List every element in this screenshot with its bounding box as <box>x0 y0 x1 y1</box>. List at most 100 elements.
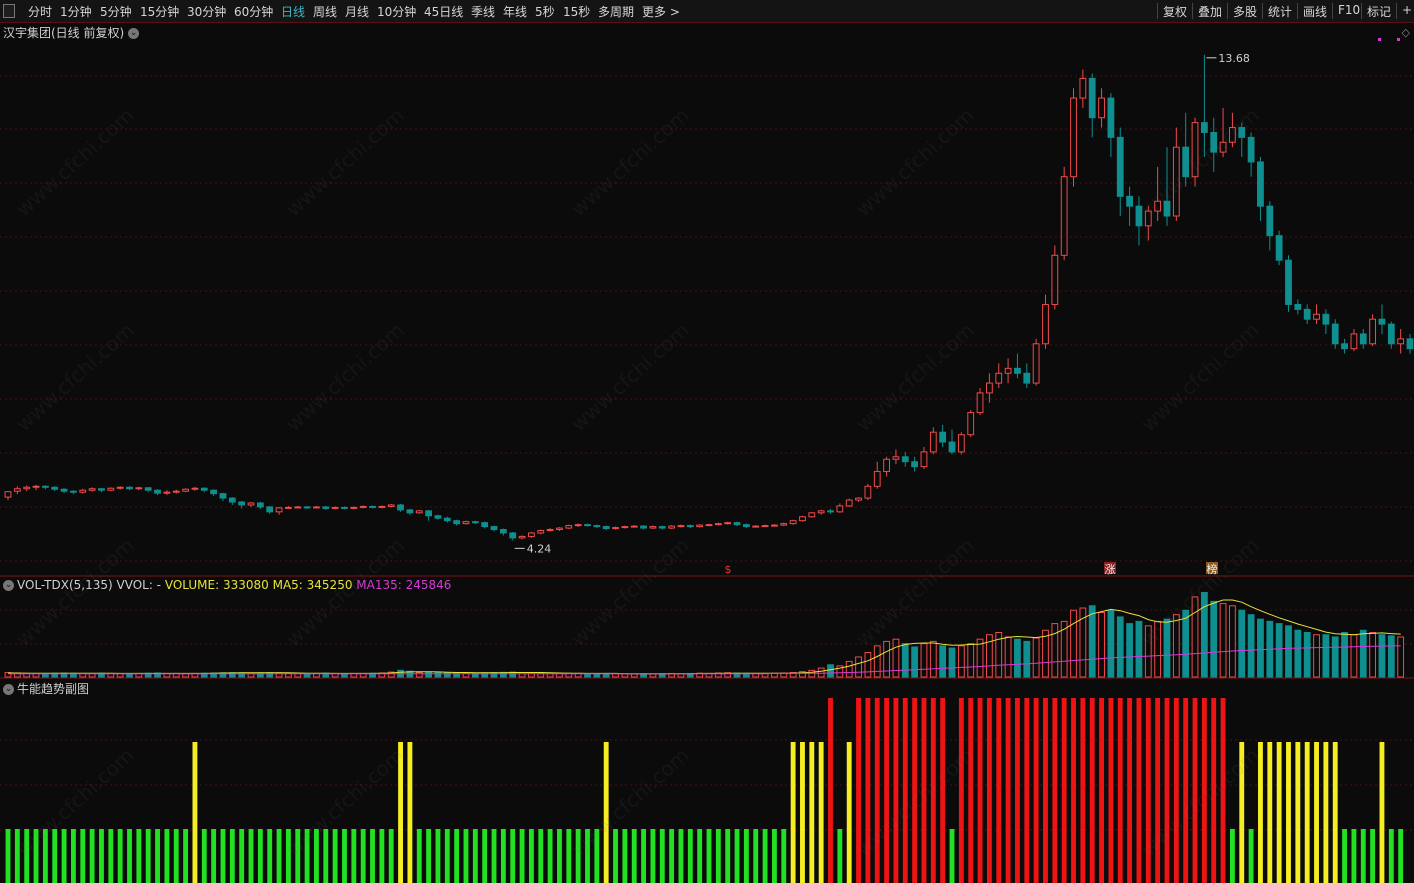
candle-body <box>378 505 386 508</box>
tool-button-6[interactable]: 标记 <box>1367 5 1392 19</box>
panel-toggle-button[interactable] <box>3 4 15 18</box>
trend-bar <box>641 829 647 883</box>
chevron-down-icon[interactable]: ⌄ <box>128 28 140 39</box>
candle-body <box>920 451 928 468</box>
trend-bar <box>454 829 460 883</box>
volume-bar <box>1350 634 1358 678</box>
period-tab-9[interactable]: 10分钟 <box>377 5 417 19</box>
period-tab-10[interactable]: 45日线 <box>424 5 464 19</box>
candle-body <box>191 487 199 490</box>
volume-bar <box>649 673 657 678</box>
candle-body <box>341 506 348 509</box>
candle-body <box>1322 313 1330 325</box>
trend-bar <box>1379 742 1385 883</box>
trend-bar <box>285 829 291 883</box>
tool-separator <box>1157 3 1158 19</box>
candle-body <box>668 525 676 529</box>
trend-bar <box>24 829 30 883</box>
trend-bar <box>416 829 422 883</box>
period-tab-0[interactable]: 分时 <box>28 5 53 19</box>
trend-bar <box>61 829 67 883</box>
trend-bar <box>669 829 675 883</box>
chevron-down-icon[interactable]: ⌄ <box>3 684 14 695</box>
trend-bar <box>856 698 861 883</box>
period-tab-12[interactable]: 年线 <box>503 5 528 19</box>
candle-body <box>350 506 358 509</box>
trend-bar <box>239 829 245 883</box>
candle-body <box>1060 176 1068 256</box>
trend-bar <box>538 829 544 883</box>
trend-bar <box>1024 698 1030 883</box>
tool-button-3[interactable]: 统计 <box>1268 5 1293 19</box>
trend-bar <box>99 829 104 883</box>
candle-body <box>509 532 517 539</box>
candle-body <box>247 502 255 506</box>
candle-body <box>584 524 591 527</box>
trend-bar <box>500 829 506 883</box>
candle-body <box>1369 318 1377 345</box>
candle-body <box>107 487 115 491</box>
volume-bar <box>836 665 844 678</box>
trend-bar <box>1183 698 1189 883</box>
trend-bar <box>211 829 217 883</box>
trend-bar <box>342 829 347 883</box>
trend-bar <box>800 742 805 883</box>
tool-button-2[interactable]: 多股 <box>1233 5 1258 19</box>
trend-bar <box>753 829 759 883</box>
volume-bar <box>948 647 956 678</box>
period-tab-6[interactable]: 日线 <box>281 5 306 19</box>
period-tab-11[interactable]: 季线 <box>471 5 496 19</box>
candle-body <box>228 497 236 503</box>
candle-body <box>976 392 984 414</box>
period-tab-5[interactable]: 60分钟 <box>234 5 274 19</box>
period-tab-15[interactable]: 多周期 <box>598 5 635 19</box>
candle-body <box>1350 333 1358 350</box>
chevron-down-icon[interactable]: ⌄ <box>3 580 14 591</box>
candle-body <box>275 507 283 513</box>
period-tab-16[interactable]: 更多 > <box>642 5 680 19</box>
volume-bar <box>1341 632 1348 678</box>
tool-button-4[interactable]: 画线 <box>1303 5 1328 19</box>
trend-bar <box>986 698 992 883</box>
volume-bar <box>630 673 638 678</box>
volume-bar <box>1275 623 1283 678</box>
volume-bar <box>1322 634 1330 678</box>
sub-indicator-title[interactable]: ⌄ 牛能趋势副图 <box>3 680 89 697</box>
trend-bar <box>435 829 441 883</box>
ma135-line <box>8 645 1401 675</box>
trend-bar <box>257 829 263 883</box>
tool-button-1[interactable]: 叠加 <box>1198 5 1223 19</box>
trend-bar <box>1211 698 1217 883</box>
period-tab-4[interactable]: 30分钟 <box>187 5 227 19</box>
period-tab-8[interactable]: 月线 <box>345 5 370 19</box>
volume-bar <box>1051 623 1059 678</box>
candle-body <box>70 490 77 493</box>
candle-body <box>771 524 778 527</box>
volume-indicator-title[interactable]: ⌄ VOL-TDX(5,135) VVOL: - VOLUME: 333080 M… <box>3 578 451 592</box>
candle-body <box>210 489 218 495</box>
candle-body <box>1023 372 1031 384</box>
volume-bar <box>892 638 900 678</box>
period-tab-3[interactable]: 15分钟 <box>140 5 180 19</box>
volume-bar <box>883 640 890 678</box>
trend-bar <box>762 829 768 883</box>
tool-button-0[interactable]: 复权 <box>1163 5 1188 19</box>
trend-bar <box>734 829 740 883</box>
candle-body <box>32 485 40 488</box>
period-tab-14[interactable]: 15秒 <box>563 5 591 19</box>
trend-bar <box>771 829 777 883</box>
tool-button-7[interactable]: + <box>1402 3 1413 17</box>
volume-bar <box>1191 596 1199 678</box>
trend-bar <box>659 829 665 883</box>
corner-diamond-icon[interactable]: ◇ <box>1401 26 1410 39</box>
period-tab-7[interactable]: 周线 <box>313 5 338 19</box>
period-tab-2[interactable]: 5分钟 <box>100 5 132 19</box>
period-tab-13[interactable]: 5秒 <box>535 5 555 19</box>
stock-title[interactable]: 汉宇集团(日线 前复权) ⌄ <box>3 24 140 41</box>
trend-bar <box>949 829 955 883</box>
period-tab-1[interactable]: 1分钟 <box>60 5 92 19</box>
candle-body <box>742 524 750 528</box>
trend-bar <box>145 829 151 883</box>
tool-button-5[interactable]: F10 <box>1338 3 1361 17</box>
